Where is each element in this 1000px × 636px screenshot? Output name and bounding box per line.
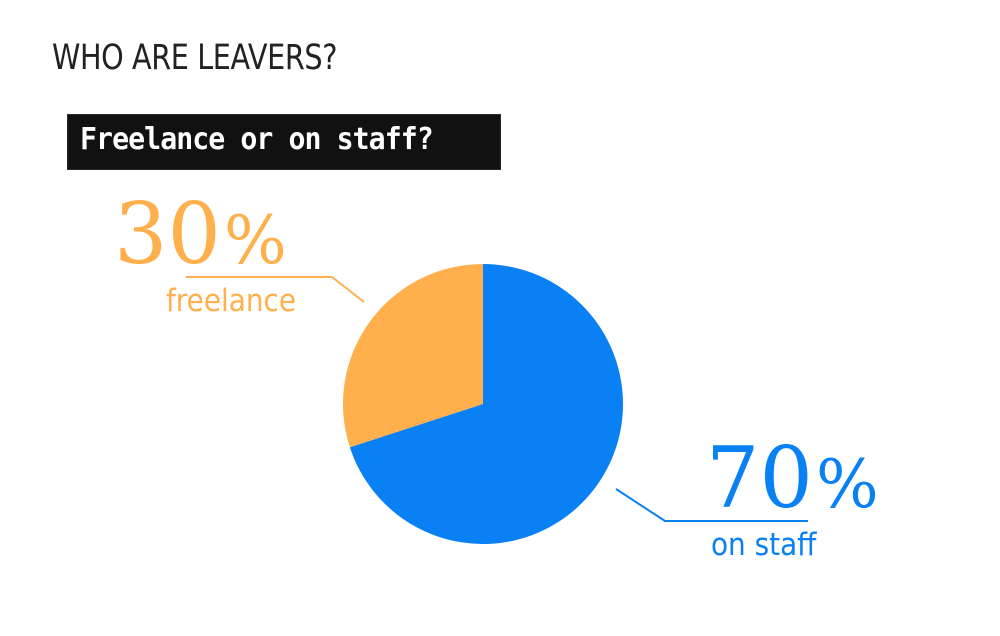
percent-value-freelance: 30 [114,185,221,283]
page-title: WHO ARE LEAVERS? [52,38,338,78]
callout-on-staff: 70 % on staff [615,429,879,563]
leader-line-on-staff [615,488,808,522]
slice-label-freelance: freelance [166,283,296,319]
pie-slice-freelance [342,264,483,448]
leader-line-freelance [186,276,365,303]
percent-sign-on-staff: % [816,446,879,523]
pie-slice-on-staff [349,264,623,544]
callout-freelance: 30 % freelance [114,185,365,319]
percent-sign-freelance: % [224,202,287,279]
percent-value-on-staff: 70 [706,429,813,527]
pie-slices [342,264,623,544]
slice-label-on-staff: on staff [711,527,817,563]
subtitle-text: Freelance or on staff? [80,122,434,157]
subtitle-banner: Freelance or on staff? [68,115,500,169]
